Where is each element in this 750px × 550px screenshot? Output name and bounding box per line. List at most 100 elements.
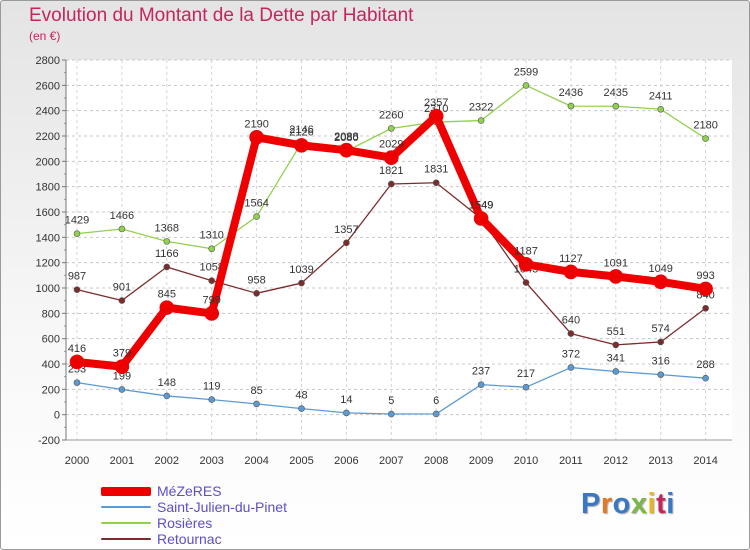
data-label: 14 [340, 394, 352, 406]
legend-label: Rosières [157, 515, 213, 531]
data-label: 993 [696, 270, 714, 282]
data-point [114, 359, 130, 374]
y-tick-label: 2400 [36, 106, 60, 118]
logo-letter: o [612, 488, 631, 520]
y-tick-label: 2800 [36, 55, 60, 67]
y-tick-label: 0 [54, 410, 60, 422]
data-label: 2599 [514, 66, 538, 78]
data-point [163, 263, 171, 271]
data-label: 2260 [379, 109, 403, 121]
data-point [428, 108, 444, 124]
data-label: 2322 [469, 102, 493, 114]
data-label: 799 [203, 294, 221, 306]
data-label: 1039 [289, 264, 313, 276]
x-tick-label: 2014 [693, 455, 717, 467]
y-tick-label: 1200 [36, 258, 60, 270]
x-tick-label: 2002 [155, 455, 179, 467]
data-label: 416 [68, 343, 86, 355]
data-point [253, 400, 260, 408]
chart-title: Evolution du Montant de la Dette par Hab… [29, 5, 414, 26]
legend-label: Saint-Julien-du-Pinet [157, 499, 287, 515]
data-point [702, 304, 709, 312]
y-tick-label: 600 [42, 334, 60, 346]
data-point [69, 354, 85, 370]
x-tick-label: 2010 [514, 455, 538, 467]
data-point [339, 142, 354, 158]
x-tick-label: 2012 [604, 455, 628, 467]
data-point [657, 371, 665, 378]
proxiti-logo: Proxiti [581, 488, 675, 521]
y-tick-label: 800 [42, 308, 60, 320]
data-label: 1058 [199, 262, 223, 274]
legend-swatch [101, 506, 151, 508]
data-point [567, 364, 575, 371]
data-point [432, 410, 440, 418]
data-label: 2180 [693, 120, 717, 132]
data-label: 1166 [155, 248, 179, 260]
data-label: 2357 [424, 97, 448, 109]
data-point [249, 129, 264, 145]
data-label: 1466 [110, 210, 134, 222]
data-point [522, 279, 530, 286]
data-label: 1831 [424, 164, 448, 176]
x-tick-label: 2013 [648, 455, 672, 467]
data-label: 1091 [604, 257, 628, 269]
data-label: 2146 [289, 124, 313, 136]
legend-swatch [101, 522, 151, 524]
y-tick-label: 2000 [36, 156, 60, 168]
data-point [343, 239, 350, 247]
data-label: 551 [607, 326, 625, 338]
data-label: 1357 [334, 224, 358, 236]
data-point [294, 138, 309, 153]
x-tick-label: 2009 [469, 455, 493, 467]
legend-item: MéZeRES [101, 483, 287, 499]
data-point [298, 405, 305, 412]
data-point [159, 300, 175, 315]
data-label: 5 [388, 395, 394, 407]
legend-item: Saint-Julien-du-Pinet [101, 499, 287, 515]
data-point [118, 386, 126, 393]
logo-letter: x [630, 488, 648, 520]
y-tick-label: 400 [42, 359, 60, 371]
data-point [253, 213, 260, 220]
x-tick-label: 2003 [199, 455, 223, 467]
data-label: 2190 [244, 118, 268, 130]
data-point [612, 102, 620, 110]
y-tick-label: 1400 [36, 232, 60, 244]
data-label: 1821 [379, 165, 403, 177]
data-point [522, 383, 530, 391]
y-tick-label: 1800 [36, 182, 60, 194]
data-point [612, 341, 620, 349]
data-label: 119 [203, 381, 221, 393]
data-label: 341 [607, 352, 625, 364]
data-point [253, 290, 260, 297]
data-label: 987 [68, 271, 86, 283]
data-point [477, 117, 485, 124]
legend-swatch [101, 538, 151, 540]
x-tick-label: 2001 [110, 455, 134, 467]
data-label: 1368 [155, 222, 179, 234]
chart-unit: (en €) [29, 29, 61, 43]
data-point [612, 368, 620, 375]
data-label: 2080 [334, 132, 358, 144]
data-label: 2029 [379, 139, 403, 151]
data-point [163, 238, 171, 245]
x-tick-label: 2011 [559, 455, 583, 467]
data-label: 217 [517, 368, 535, 380]
data-label: 288 [696, 359, 714, 371]
data-point [208, 277, 215, 284]
data-label: 379 [113, 348, 131, 360]
data-label: 845 [158, 289, 176, 301]
x-tick-label: 2006 [334, 455, 358, 467]
data-point [698, 281, 713, 297]
data-point [118, 225, 126, 233]
data-label: 1187 [514, 245, 538, 257]
data-point [387, 410, 395, 418]
logo-letter: i [647, 488, 657, 520]
data-label: 2435 [604, 87, 628, 99]
data-label: 6 [433, 395, 439, 407]
data-point [73, 379, 81, 386]
x-tick-label: 2004 [244, 455, 268, 467]
y-tick-label: 2200 [36, 131, 60, 143]
